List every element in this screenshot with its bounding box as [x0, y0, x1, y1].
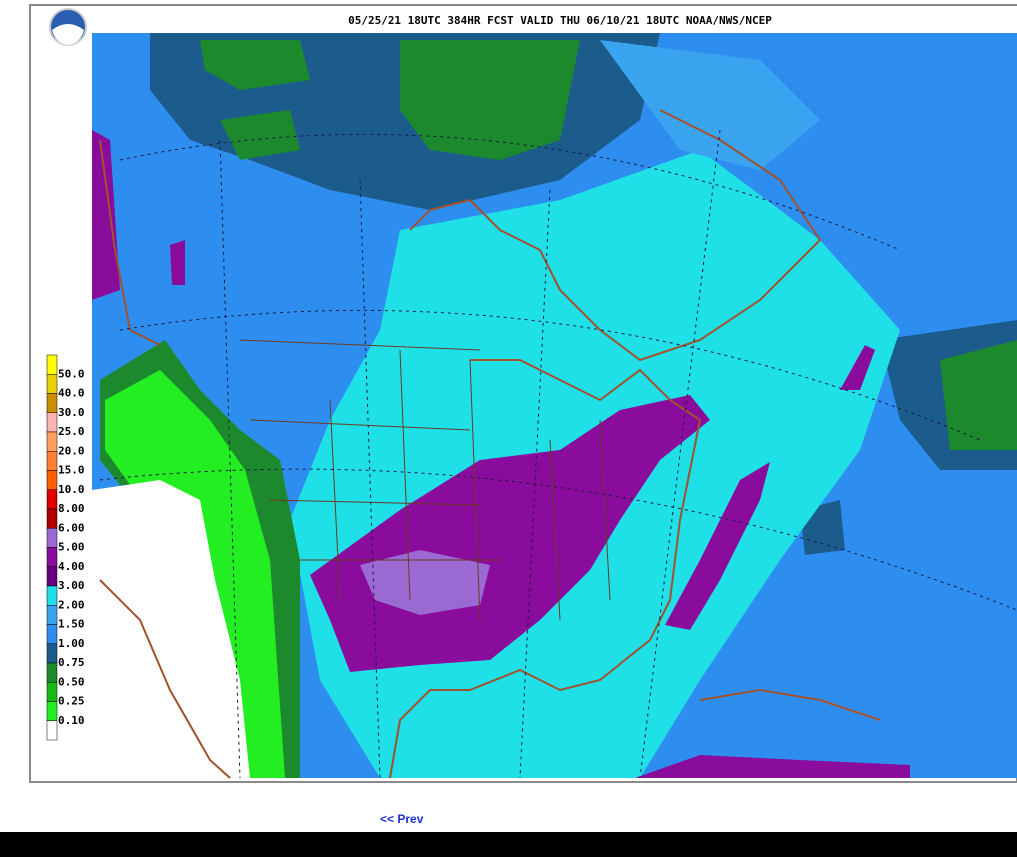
legend-swatch [46, 393, 58, 413]
legend-label: 15.0 [58, 464, 85, 477]
legend-swatch [46, 431, 58, 452]
noaa-logo-wave [52, 24, 84, 45]
caribbean [699, 688, 881, 721]
legend-swatch [46, 720, 58, 741]
white-area [92, 480, 250, 778]
legend-label: 1.50 [58, 618, 85, 631]
legend-label: 0.50 [58, 675, 85, 688]
legend-swatch [46, 354, 58, 375]
state-borders [239, 339, 611, 621]
legend-label: 30.0 [58, 406, 85, 419]
legend-swatch [46, 682, 58, 702]
legend-label: 2.00 [58, 598, 85, 611]
lat-line [99, 468, 1017, 611]
state-lines [239, 339, 611, 621]
legend-swatch [46, 547, 58, 567]
legend-swatch [46, 585, 58, 606]
legend-swatch [46, 701, 58, 721]
legend-swatch [46, 566, 58, 587]
light-purple-area [360, 550, 490, 615]
legend-swatch [46, 643, 58, 664]
legend-label: 25.0 [58, 425, 85, 438]
legend-swatch [46, 451, 58, 471]
light-blue-area [600, 40, 820, 170]
forecast-map: 05/25/21 18UTC 384HR FCST VALID THU 06/1… [29, 4, 1017, 783]
borders [99, 109, 881, 779]
precip-field [92, 33, 1017, 778]
legend-label: 0.10 [58, 714, 85, 727]
legend-label: 0.75 [58, 656, 85, 669]
lat-line [119, 133, 901, 251]
legend-swatch [46, 605, 58, 625]
title-bar [31, 6, 1017, 33]
lon-lines [219, 129, 721, 779]
coastline-mexico [99, 579, 231, 779]
legend-panel [31, 33, 92, 781]
legend-swatch [46, 489, 58, 510]
legend-label: 40.0 [58, 387, 85, 400]
dark-green-east [940, 340, 1017, 450]
legend-label: 4.00 [58, 560, 85, 573]
legend-label: 6.00 [58, 521, 85, 534]
legend-label: 20.0 [58, 444, 85, 457]
legend-label: 8.00 [58, 502, 85, 515]
coastline-west [99, 139, 161, 346]
legend-label: 3.00 [58, 579, 85, 592]
legend-swatch [46, 624, 58, 644]
footer-bar [0, 832, 1017, 857]
legend-swatch [46, 508, 58, 529]
legend-label: 5.00 [58, 541, 85, 554]
legend-label: 0.25 [58, 695, 85, 708]
legend-label: 50.0 [58, 367, 85, 380]
coastline-east [389, 359, 702, 779]
prev-link[interactable]: << Prev [380, 812, 424, 826]
legend: 50.0 40.0 30.0 25.0 20.0 15.0 10.0 8.00 6.00 5.00… [46, 354, 85, 741]
legend-swatch [46, 662, 58, 683]
legend-label: 1.00 [58, 637, 85, 650]
legend-swatch [46, 528, 58, 548]
map-title: 05/25/21 18UTC 384HR FCST VALID THU 06/1… [348, 14, 772, 27]
legend-swatch [46, 470, 58, 490]
dark-green-area [200, 40, 580, 160]
purple-streak [665, 462, 770, 630]
coastline-north [409, 109, 822, 362]
legend-label: 10.0 [58, 483, 85, 496]
legend-swatch [46, 374, 58, 394]
purple-south [635, 755, 910, 778]
purple-coast [92, 130, 120, 300]
graticule [99, 129, 1017, 779]
legend-swatch [46, 412, 58, 433]
